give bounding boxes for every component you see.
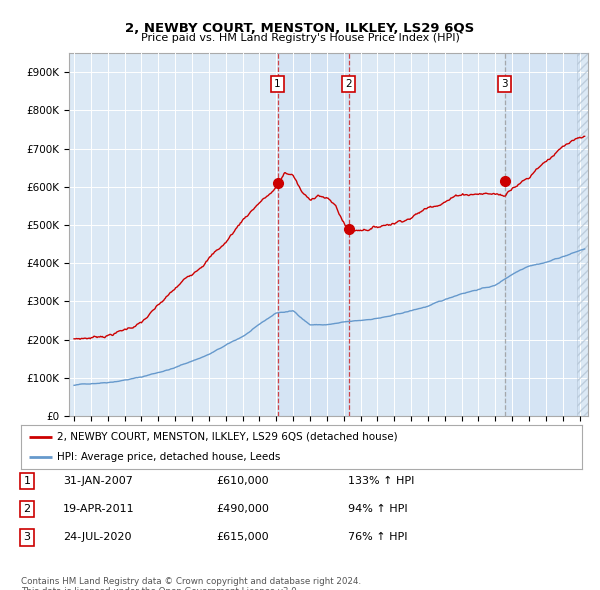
Text: £610,000: £610,000	[216, 476, 269, 486]
Text: Contains HM Land Registry data © Crown copyright and database right 2024.
This d: Contains HM Land Registry data © Crown c…	[21, 577, 361, 590]
Text: 2, NEWBY COURT, MENSTON, ILKLEY, LS29 6QS (detached house): 2, NEWBY COURT, MENSTON, ILKLEY, LS29 6Q…	[58, 432, 398, 442]
Text: 2: 2	[23, 504, 31, 514]
Text: HPI: Average price, detached house, Leeds: HPI: Average price, detached house, Leed…	[58, 452, 281, 462]
Text: 24-JUL-2020: 24-JUL-2020	[63, 533, 131, 542]
Bar	[278, 53, 349, 416]
Text: 3: 3	[23, 533, 31, 542]
Text: £490,000: £490,000	[216, 504, 269, 514]
Text: 133% ↑ HPI: 133% ↑ HPI	[348, 476, 415, 486]
Text: 2: 2	[346, 78, 352, 88]
Bar	[577, 53, 588, 416]
Text: 19-APR-2011: 19-APR-2011	[63, 504, 134, 514]
Text: 31-JAN-2007: 31-JAN-2007	[63, 476, 133, 486]
Text: 2, NEWBY COURT, MENSTON, ILKLEY, LS29 6QS: 2, NEWBY COURT, MENSTON, ILKLEY, LS29 6Q…	[125, 22, 475, 35]
Text: 1: 1	[274, 78, 281, 88]
Text: £615,000: £615,000	[216, 533, 269, 542]
Text: 76% ↑ HPI: 76% ↑ HPI	[348, 533, 407, 542]
Bar	[505, 53, 580, 416]
Text: 1: 1	[23, 476, 31, 486]
Bar	[577, 53, 588, 416]
Text: 3: 3	[502, 78, 508, 88]
Text: 94% ↑ HPI: 94% ↑ HPI	[348, 504, 407, 514]
Text: Price paid vs. HM Land Registry's House Price Index (HPI): Price paid vs. HM Land Registry's House …	[140, 33, 460, 43]
